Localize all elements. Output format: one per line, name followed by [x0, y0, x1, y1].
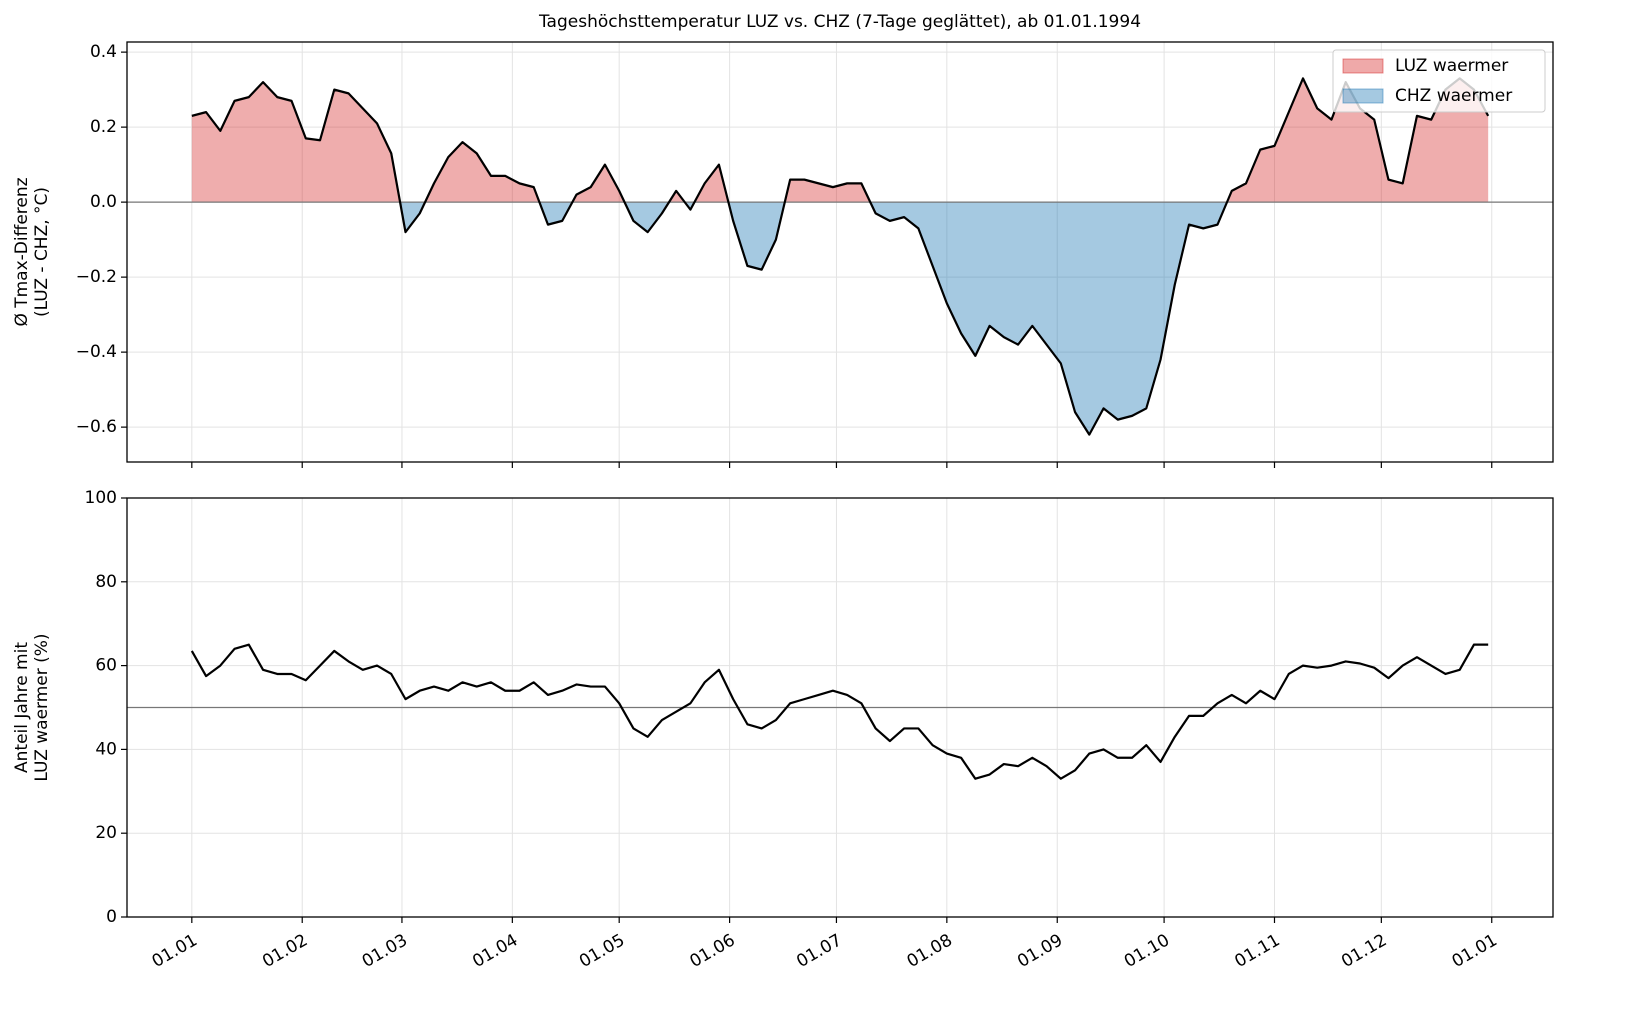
fill-above — [191, 78, 1489, 203]
data-line — [190, 643, 1489, 780]
axes: −0.6 −0.4 −0.2 0.0 0.2 0.4 Ø Tmax-Differenz (LU… — [12, 41, 1554, 468]
axes: 0 20 40 60 80 100 01.01 01.02 01.03 01.04 01.05 01.… — [12, 488, 1554, 972]
y-tick-label: 40 — [95, 739, 117, 759]
y-tick-label: −0.6 — [76, 417, 117, 437]
chart-title: Tageshöchsttemperatur LUZ vs. CHZ (7-Tag… — [538, 12, 1141, 32]
y-tick-label: −0.4 — [76, 342, 117, 362]
y-tick-label: 60 — [95, 656, 117, 676]
y-tick-label: 100 — [85, 488, 117, 508]
y-tick-label: 0.2 — [90, 117, 117, 137]
x-tick-label: 01.03 — [359, 930, 411, 972]
data-line — [191, 77, 1490, 436]
x-tick-label: 01.01 — [1449, 930, 1501, 972]
y-tick-label: 0.0 — [90, 192, 117, 212]
y-axis-label: Ø Tmax-Differenz — [12, 177, 32, 326]
legend: LUZ waermer CHZ waermer — [1332, 49, 1546, 113]
x-tick-label: 01.08 — [904, 930, 956, 972]
legend-label: CHZ waermer — [1395, 86, 1512, 106]
legend-label: LUZ waermer — [1395, 56, 1508, 76]
y-axis-label: (LUZ - CHZ, °C) — [32, 187, 52, 317]
x-tick-label: 01.04 — [469, 930, 521, 972]
x-tick-label: 01.10 — [1121, 930, 1173, 972]
y-tick-label: −0.2 — [76, 267, 117, 287]
x-tick-label: 01.11 — [1231, 930, 1283, 972]
y-axis-label: Anteil Jahre mit — [12, 642, 32, 773]
y-tick-label: 20 — [95, 823, 117, 843]
y-tick-label: 0.4 — [90, 42, 117, 62]
x-tick-label: 01.07 — [793, 930, 845, 972]
x-tick-label: 01.06 — [686, 930, 738, 972]
x-tick-label: 01.12 — [1338, 930, 1390, 972]
axes-frame — [126, 41, 1554, 463]
axes-frame — [126, 497, 1554, 918]
y-tick-label: 0 — [106, 907, 117, 927]
x-tick-label: 01.09 — [1014, 930, 1066, 972]
legend-box — [1332, 49, 1546, 113]
x-tick-label: 01.05 — [576, 930, 628, 972]
x-tick-label: 01.02 — [259, 930, 311, 972]
legend-swatch — [1342, 58, 1384, 74]
fill-below — [191, 202, 1489, 435]
y-axis-label: LUZ waermer (%) — [32, 633, 52, 781]
x-tick-label: 01.01 — [149, 930, 201, 972]
legend-swatch — [1342, 88, 1384, 104]
y-tick-label: 80 — [95, 572, 117, 592]
